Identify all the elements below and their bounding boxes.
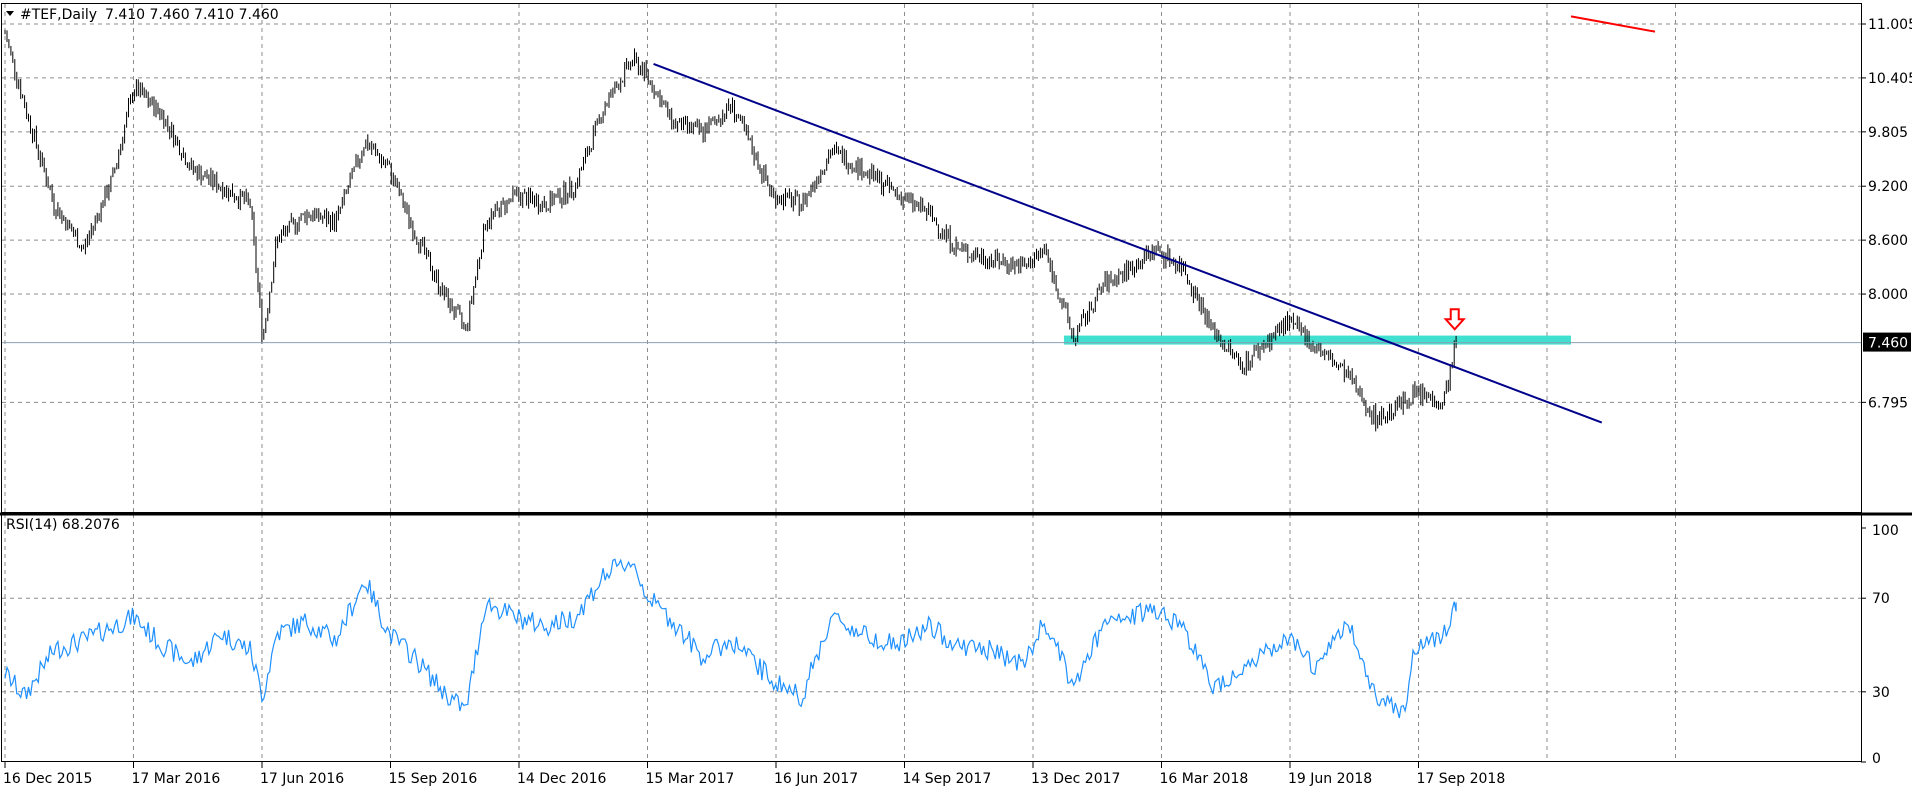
symbol-label: #TEF,Daily bbox=[20, 7, 97, 23]
time-tick-label: 14 Sep 2017 bbox=[903, 771, 992, 787]
price-tick-label: 8.000 bbox=[1868, 287, 1908, 303]
upper-trend-line[interactable] bbox=[1570, 15, 1656, 33]
current-price-label: 7.460 bbox=[1868, 336, 1908, 352]
rsi-axis[interactable]: 100 70 30 0 bbox=[1861, 523, 1899, 767]
support-zone-group bbox=[1063, 335, 1571, 345]
collapse-triangle-icon[interactable] bbox=[6, 11, 14, 16]
time-tick-label: 17 Jun 2016 bbox=[260, 771, 344, 787]
time-tick-label: 13 Dec 2017 bbox=[1031, 771, 1120, 787]
time-tick-label: 16 Mar 2018 bbox=[1160, 771, 1249, 787]
rsi-tick-label: 0 bbox=[1872, 751, 1881, 767]
time-tick-label: 14 Dec 2016 bbox=[517, 771, 607, 787]
price-axis[interactable]: 11.005 10.405 9.805 9.200 8.600 8.000 6.795 bbox=[1861, 17, 1912, 411]
time-tick-label: 16 Jun 2017 bbox=[774, 771, 858, 787]
downtrend-line[interactable] bbox=[653, 63, 1603, 424]
rsi-line bbox=[4, 558, 1457, 719]
time-tick-label: 17 Sep 2018 bbox=[1417, 771, 1506, 787]
rsi-grid bbox=[2, 514, 1861, 762]
rsi-tick-label: 30 bbox=[1872, 685, 1890, 701]
trend-lines[interactable] bbox=[653, 15, 1656, 424]
current-price-tag: 7.460 bbox=[1863, 332, 1911, 352]
time-tick-label: 15 Mar 2017 bbox=[646, 771, 735, 787]
price-tick-label: 8.600 bbox=[1868, 233, 1908, 249]
support-zone[interactable] bbox=[1063, 335, 1571, 345]
price-tick-label: 11.005 bbox=[1868, 17, 1912, 33]
rsi-pane[interactable] bbox=[2, 514, 1861, 762]
time-axis[interactable]: 16 Dec 2015 17 Mar 2016 17 Jun 2016 15 Sep … bbox=[3, 762, 1505, 787]
time-tick-label: 19 Jun 2018 bbox=[1288, 771, 1372, 787]
rsi-tick-label: 70 bbox=[1872, 591, 1890, 607]
price-pane[interactable] bbox=[2, 4, 1861, 512]
down-arrow-icon bbox=[1443, 308, 1466, 331]
price-tick-label: 6.795 bbox=[1868, 395, 1908, 411]
rsi-label: RSI(14) 68.2076 bbox=[6, 517, 120, 533]
price-tick-label: 9.200 bbox=[1868, 179, 1908, 195]
ohlc-values: 7.410 7.460 7.410 7.460 bbox=[105, 7, 279, 23]
price-grid bbox=[2, 4, 1861, 512]
price-tick-label: 10.405 bbox=[1868, 71, 1912, 87]
price-tick-label: 9.805 bbox=[1868, 125, 1908, 141]
time-tick-label: 15 Sep 2016 bbox=[389, 771, 478, 787]
time-tick-label: 17 Mar 2016 bbox=[132, 771, 221, 787]
price-candles bbox=[4, 29, 1457, 432]
time-tick-label: 16 Dec 2015 bbox=[3, 771, 92, 787]
rsi-tick-label: 100 bbox=[1872, 523, 1899, 539]
